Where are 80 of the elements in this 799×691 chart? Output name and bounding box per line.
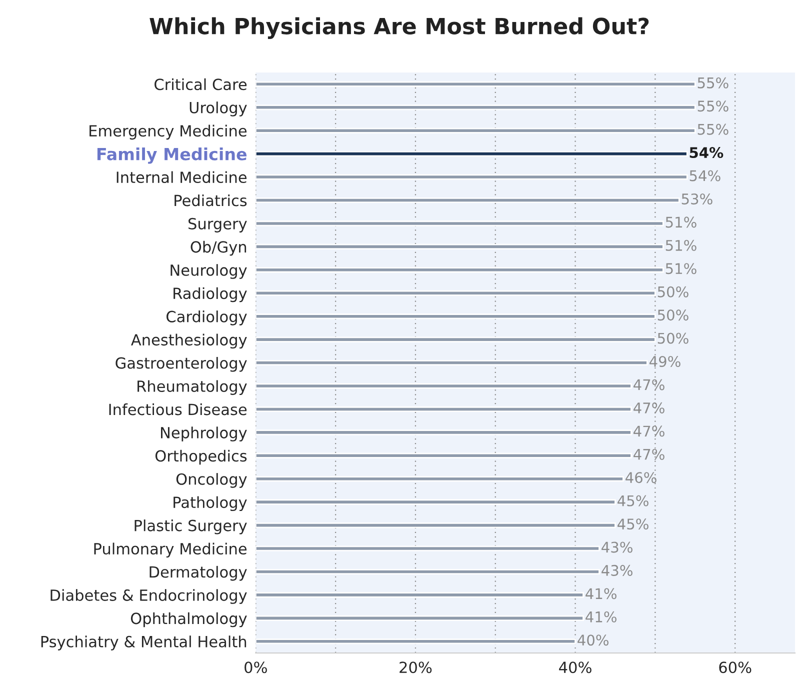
bar [256, 638, 576, 644]
data-label: 50% [658, 332, 688, 344]
bar [256, 406, 632, 412]
bar [256, 568, 600, 575]
y-tick-label: Dermatology [150, 566, 247, 581]
y-tick-label: Infectious Disease [109, 403, 247, 416]
y-tick-label: Ob/Gyn [190, 240, 246, 256]
y-tick-label: Critical Care [154, 78, 247, 90]
bar [256, 476, 624, 482]
y-tick-label: Pulmonary Medicine [94, 542, 247, 558]
y-tick-label: Cardiology [166, 310, 247, 326]
bar [256, 592, 584, 598]
y-tick-label: Ophthalmology [130, 612, 247, 628]
y-tick-label: Internal Medicine [116, 171, 247, 184]
x-tick-label: 20% [400, 662, 432, 674]
data-label: 47% [634, 448, 664, 460]
chart-title: Which Physicians Are Most Burned Out? [150, 17, 649, 39]
bar [256, 522, 616, 528]
data-label: 46% [626, 472, 656, 484]
y-tick-label: Urology [190, 102, 247, 116]
bar [256, 615, 584, 621]
data-label: 41% [586, 588, 616, 600]
bar [256, 151, 688, 157]
data-label: 49% [650, 356, 680, 368]
y-tick-label: Gastroenterology [116, 356, 247, 372]
y-tick-label: Pathology [174, 496, 247, 512]
y-tick-label: Orthopedics [155, 450, 247, 465]
bar [256, 174, 688, 180]
y-tick-label: Neurology [170, 264, 247, 279]
data-label: 51% [666, 216, 696, 228]
data-label: 53% [682, 193, 712, 204]
y-tick-label: Emergency Medicine [90, 124, 247, 140]
bar [256, 499, 616, 505]
y-tick-label: Surgery [188, 218, 247, 232]
y-tick-label: Rheumatology [138, 380, 247, 395]
bar [256, 546, 600, 552]
y-tick-label: Diabetes & Endocrinology [50, 589, 247, 604]
bar [256, 290, 656, 296]
y-tick-label: Pediatrics [174, 194, 247, 206]
data-label: 43% [602, 564, 632, 576]
data-label: 47% [634, 402, 664, 414]
data-label: 54% [690, 170, 720, 182]
data-label: 40% [578, 634, 608, 646]
bar [256, 314, 656, 320]
bar [256, 267, 664, 273]
bar [256, 81, 696, 87]
data-label: 50% [658, 310, 688, 321]
data-label: 50% [658, 286, 688, 298]
bar [256, 197, 680, 204]
bar [256, 360, 648, 366]
bar [256, 128, 696, 134]
data-label: 55% [698, 124, 728, 135]
y-tick-label: Radiology [174, 287, 247, 302]
data-label: 54% [690, 147, 724, 158]
data-label: 41% [586, 611, 616, 622]
data-label: 47% [634, 426, 664, 437]
bar [256, 430, 632, 436]
data-label: 51% [666, 240, 696, 251]
bar [256, 452, 632, 458]
bar [256, 383, 632, 389]
bar [256, 244, 664, 250]
data-label: 47% [634, 379, 664, 390]
y-tick-label: Family Medicine [97, 147, 247, 164]
data-label: 55% [698, 100, 728, 112]
bar [256, 336, 656, 342]
bar [256, 220, 664, 226]
data-label: 55% [698, 77, 728, 88]
y-tick-label: Psychiatry & Mental Health [41, 636, 246, 650]
data-label: 45% [618, 495, 648, 506]
y-tick-label: Plastic Surgery [134, 519, 247, 534]
x-tick-label: 40% [559, 662, 592, 674]
y-tick-label: Anesthesiology [131, 334, 247, 349]
x-tick-label: 0% [244, 662, 267, 674]
data-label: 43% [602, 542, 632, 553]
bar [256, 104, 696, 110]
data-label: 45% [618, 518, 648, 530]
y-tick-label: Oncology [176, 473, 247, 488]
x-tick-label: 60% [719, 662, 752, 674]
data-label: 51% [666, 263, 696, 274]
y-tick-label: Nephrology [161, 426, 247, 442]
